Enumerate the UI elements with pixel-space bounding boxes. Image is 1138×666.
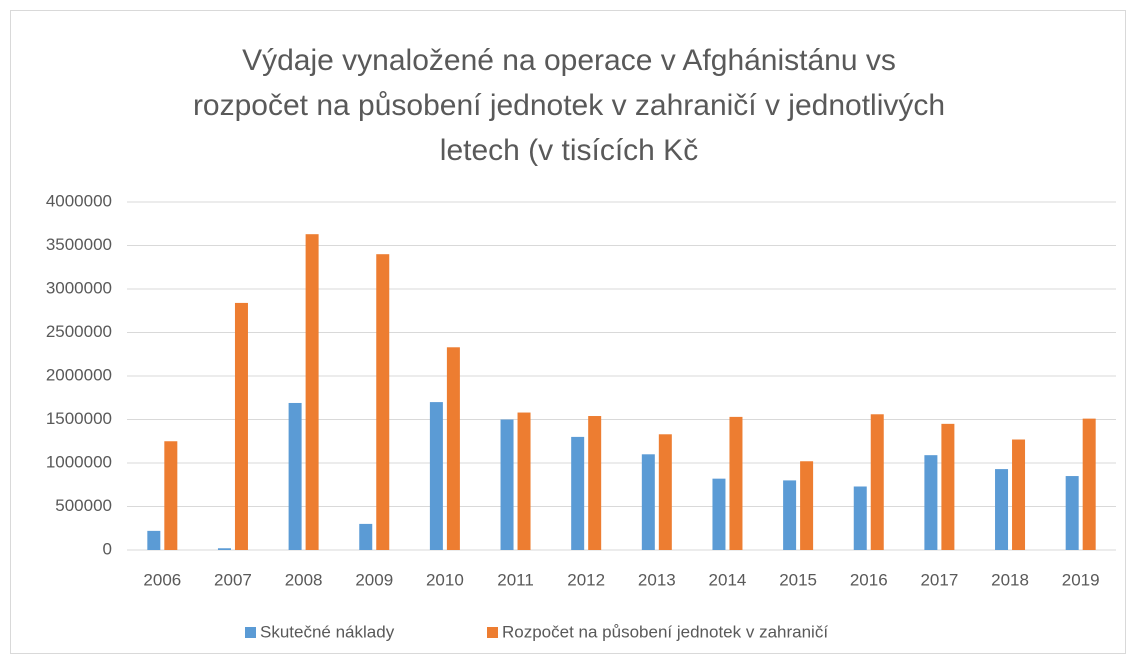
bar: [800, 461, 814, 550]
bar: [288, 402, 302, 550]
bar: [588, 416, 602, 550]
x-tick-label: 2017: [920, 570, 958, 589]
x-tick-label: 2007: [214, 570, 252, 589]
bar: [429, 402, 443, 550]
bar: [783, 480, 797, 550]
x-tick-label: 2012: [567, 570, 605, 589]
x-tick-label: 2009: [355, 570, 393, 589]
bar: [1082, 418, 1096, 550]
bar: [305, 234, 319, 550]
bar: [571, 436, 585, 550]
x-tick-label: 2014: [709, 570, 747, 589]
x-tick-label: 2008: [285, 570, 323, 589]
x-tick-label: 2015: [779, 570, 817, 589]
y-tick-label: 3000000: [46, 278, 112, 297]
legend-swatch: [487, 627, 498, 638]
bar: [164, 441, 178, 550]
bar: [217, 548, 231, 550]
y-tick-label: 1500000: [46, 409, 112, 428]
bar: [234, 302, 248, 550]
x-tick-label: 2019: [1062, 570, 1100, 589]
x-tick-label: 2016: [850, 570, 888, 589]
bar: [658, 434, 672, 550]
bar: [1012, 439, 1026, 550]
bar: [376, 254, 390, 550]
x-tick-label: 2010: [426, 570, 464, 589]
bar: [941, 423, 955, 550]
bar: [446, 347, 460, 550]
bar: [147, 530, 161, 550]
bar: [517, 412, 531, 550]
bar: [359, 523, 373, 550]
x-tick-label: 2006: [143, 570, 181, 589]
y-tick-label: 2000000: [46, 365, 112, 384]
bar: [870, 414, 884, 550]
x-tick-label: 2011: [497, 570, 534, 589]
x-tick-label: 2018: [991, 570, 1029, 589]
bar: [924, 455, 938, 550]
bar: [641, 454, 655, 550]
bar: [853, 486, 867, 550]
legend-label: Skutečné náklady: [260, 622, 395, 641]
bar: [500, 419, 514, 550]
bar: [712, 478, 726, 550]
y-tick-label: 3500000: [46, 235, 112, 254]
bar: [995, 469, 1009, 550]
x-tick-label: 2013: [638, 570, 676, 589]
y-tick-label: 0: [103, 539, 112, 558]
legend-label: Rozpočet na působení jednotek v zahranič…: [502, 622, 828, 641]
bar: [1065, 476, 1079, 550]
y-tick-label: 4000000: [46, 191, 112, 210]
chart-frame: [10, 10, 1126, 654]
bar: [729, 416, 743, 550]
y-tick-label: 500000: [55, 496, 112, 515]
y-tick-label: 2500000: [46, 322, 112, 341]
chart-title: Výdaje vynaložené na operace v Afghánist…: [192, 44, 946, 167]
y-tick-label: 1000000: [46, 452, 112, 471]
legend-swatch: [245, 627, 256, 638]
